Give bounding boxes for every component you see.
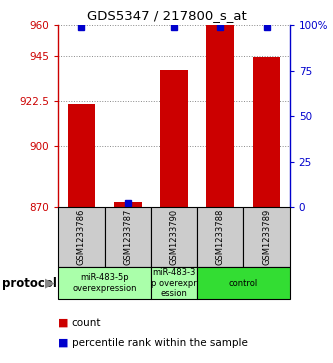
Bar	[58, 207, 105, 267]
Text: control: control	[229, 279, 258, 287]
Text: ▶: ▶	[45, 277, 55, 290]
Text: GDS5347 / 217800_s_at: GDS5347 / 217800_s_at	[87, 9, 246, 22]
Text: GSM1233789: GSM1233789	[262, 209, 271, 265]
Text: GSM1233786: GSM1233786	[77, 209, 86, 265]
Bar	[197, 207, 243, 267]
Bar	[105, 207, 151, 267]
Text: percentile rank within the sample: percentile rank within the sample	[72, 338, 247, 348]
Bar	[68, 104, 95, 207]
Text: protocol: protocol	[2, 277, 57, 290]
Text: GSM1233788: GSM1233788	[216, 209, 225, 265]
Bar	[151, 267, 197, 299]
Bar	[160, 70, 188, 207]
Text: ■: ■	[58, 318, 69, 328]
Text: count: count	[72, 318, 101, 328]
Text: miR-483-5p
overexpression: miR-483-5p overexpression	[72, 273, 137, 293]
Bar	[114, 202, 142, 207]
Text: GSM1233787: GSM1233787	[123, 209, 132, 265]
Text: miR-483-3
p overexpr
ession: miR-483-3 p overexpr ession	[151, 268, 197, 298]
Bar	[58, 267, 151, 299]
Bar	[197, 267, 290, 299]
Bar	[151, 207, 197, 267]
Text: ■: ■	[58, 338, 69, 348]
Bar	[243, 207, 290, 267]
Bar	[206, 25, 234, 207]
Text: GSM1233790: GSM1233790	[169, 209, 178, 265]
Bar	[253, 57, 280, 207]
